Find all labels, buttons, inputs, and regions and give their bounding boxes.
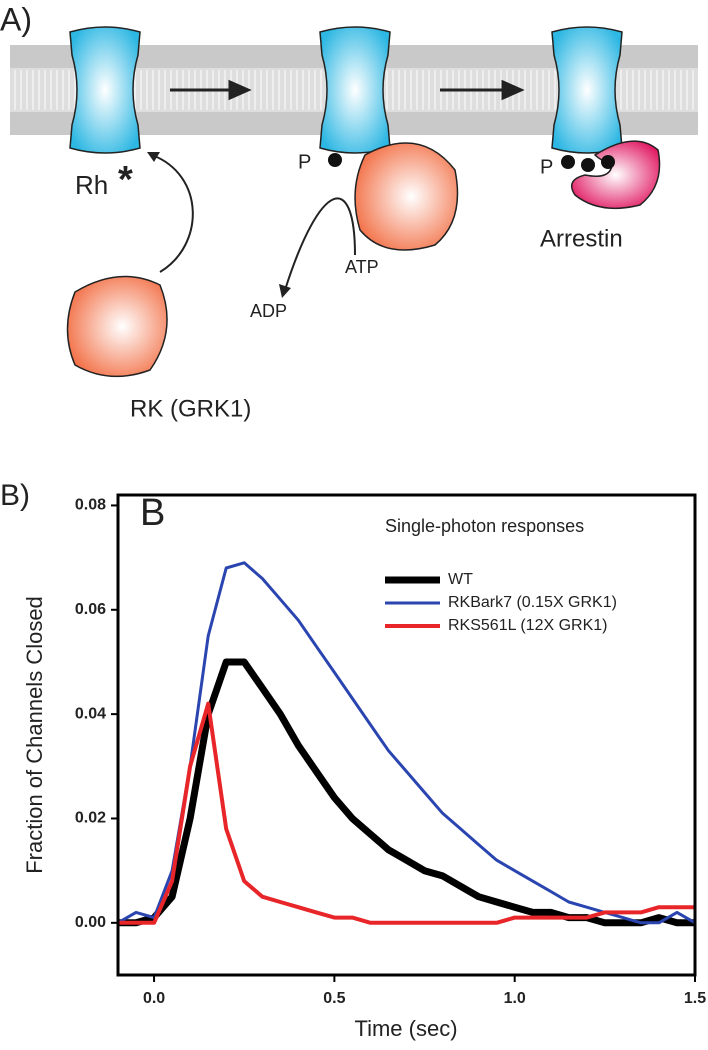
chart-title: B <box>140 492 165 534</box>
legend-label: WT <box>448 571 473 588</box>
curved-arrow <box>151 154 194 273</box>
phosphate <box>601 155 615 169</box>
legend-label: RKBark7 (0.15X GRK1) <box>448 594 617 611</box>
panel-label: B) <box>0 479 30 512</box>
arrowhead <box>279 284 291 298</box>
rk-protein <box>66 275 168 378</box>
panel-a: A) Rh * P ATP ADP P Arrestin RK (GRK1) <box>0 1 698 422</box>
series-line <box>118 658 695 927</box>
y-tick-label: 0.02 <box>75 810 106 827</box>
y-tick-label: 0.08 <box>75 497 106 514</box>
phosphate <box>561 155 575 169</box>
y-tick-label: 0.04 <box>75 705 106 722</box>
subtitle: Single-photon responses <box>385 516 584 536</box>
label: RK (GRK1) <box>130 395 251 422</box>
label: ADP <box>250 301 287 321</box>
x-axis-label: Time (sec) <box>354 1016 457 1041</box>
x-tick-label: 1.5 <box>684 990 706 1007</box>
legend-label: RKS561L (12X GRK1) <box>448 617 607 634</box>
label: * <box>118 159 133 201</box>
series-line <box>117 561 696 925</box>
plot-frame <box>116 493 697 977</box>
x-tick-label: 0.0 <box>143 990 165 1007</box>
x-tick-label: 1.0 <box>504 990 526 1007</box>
y-axis-label: Fraction of Channels Closed <box>22 596 47 874</box>
rk-bound <box>354 142 459 251</box>
label: Rh <box>75 170 108 200</box>
y-tick-label: 0.06 <box>75 601 106 618</box>
arrows <box>170 79 525 101</box>
x-tick-label: 0.5 <box>323 990 345 1007</box>
y-tick-label: 0.00 <box>75 914 106 931</box>
label: P <box>540 156 553 178</box>
atp-arrow <box>284 197 356 291</box>
label: ATP <box>345 257 379 277</box>
panel-b: B) B Single-photon responses Time (sec) … <box>0 479 706 1041</box>
label: Arrestin <box>540 225 623 252</box>
label: P <box>298 151 311 173</box>
series-line <box>118 701 695 925</box>
phosphate <box>581 158 595 172</box>
arrowhead <box>147 152 160 162</box>
phosphate <box>328 153 342 167</box>
panel-label: A) <box>0 1 32 37</box>
